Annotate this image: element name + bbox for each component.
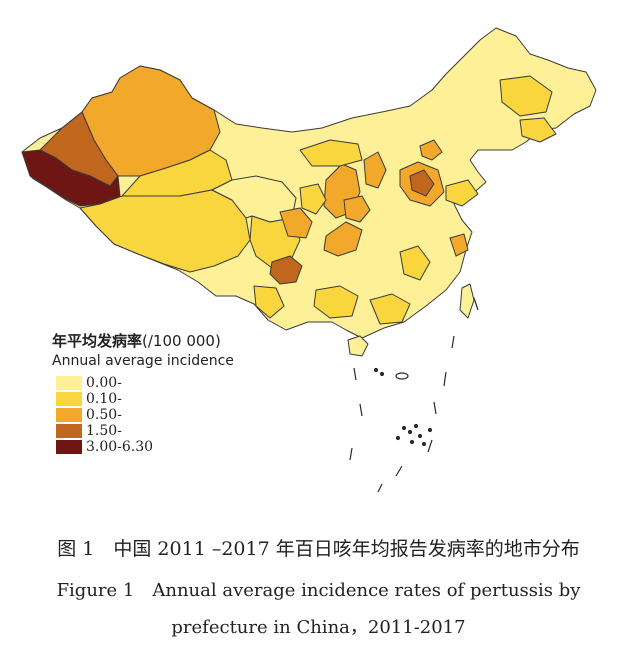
island-dash-8	[349, 447, 353, 461]
legend-swatch	[56, 408, 82, 422]
island-dot-6	[417, 433, 423, 439]
region-tibet	[79, 189, 251, 273]
legend-label: 0.10-	[86, 391, 122, 407]
region-zhejiang	[449, 233, 469, 257]
taiwan-island	[459, 283, 475, 319]
region-jilin	[519, 117, 557, 143]
legend-title-cn-text: 年平均发病率	[52, 332, 143, 350]
island-dash-4	[433, 401, 437, 415]
figure-caption-cn: 图 1 中国 2011 –2017 年百日咳年均报告发病率的地市分布	[57, 538, 580, 560]
island-dot-2	[379, 371, 385, 377]
region-sichuan-east	[279, 207, 313, 239]
legend-swatch	[56, 440, 82, 454]
region-guangxi	[313, 285, 359, 319]
choropleth-map	[21, 27, 597, 493]
figure-caption-en-2: prefecture in China，2011-2017	[171, 617, 466, 638]
map-legend: 年平均发病率(/100 000) Annual average incidenc…	[52, 330, 234, 455]
island-dot-8	[421, 441, 427, 447]
legend-title-cn: 年平均发病率(/100 000)	[52, 330, 234, 351]
legend-title-en: Annual average incidence	[52, 353, 234, 369]
island-dash-5	[427, 439, 433, 453]
region-shaanxi	[363, 151, 387, 189]
legend-label: 0.50-	[86, 407, 122, 423]
legend-swatch	[56, 392, 82, 406]
legend-label: 0.00-	[86, 375, 122, 391]
region-beijing-tianjin	[409, 169, 435, 197]
island-dot-4	[407, 429, 413, 435]
legend-list: 0.00- 0.10- 0.50- 1.50- 3.00-6.30	[56, 375, 234, 455]
island-dash-2	[451, 335, 455, 349]
island-dash-10	[353, 367, 357, 381]
island-dash-1	[473, 297, 479, 311]
region-heilongjiang	[499, 75, 553, 117]
legend-swatch	[56, 376, 82, 390]
region-yunnan-hotspot	[269, 255, 303, 285]
hainan-island	[347, 335, 369, 357]
legend-item: 0.00-	[56, 375, 234, 391]
island-dash-9	[359, 403, 363, 417]
region-jiangxi	[399, 245, 431, 281]
region-henan-orange	[343, 195, 371, 223]
region-chongqing	[323, 221, 363, 257]
region-shandong	[445, 179, 479, 207]
island-oval	[395, 372, 409, 380]
legend-swatch	[56, 424, 82, 438]
region-xinjiang-southwest	[21, 149, 121, 207]
island-dash-7	[377, 483, 383, 493]
region-inner-mongolia	[299, 139, 363, 167]
island-dot-10	[427, 427, 433, 433]
region-ningxia	[299, 183, 327, 215]
legend-item: 1.50-	[56, 423, 234, 439]
island-dot-9	[395, 435, 401, 441]
legend-item: 0.10-	[56, 391, 234, 407]
region-yunnan-south	[253, 285, 285, 319]
legend-item: 0.50-	[56, 407, 234, 423]
legend-item: 3.00-6.30	[56, 439, 234, 455]
legend-label: 1.50-	[86, 423, 122, 439]
island-dot-1	[373, 367, 379, 373]
island-dot-3	[401, 425, 407, 431]
region-guangdong	[369, 293, 411, 325]
island-dot-5	[413, 423, 419, 429]
island-dash-3	[443, 371, 447, 387]
legend-title-unit: (/100 000)	[142, 332, 221, 350]
legend-label: 3.00-6.30	[86, 439, 154, 455]
region-liaoning-west	[419, 139, 443, 161]
figure-caption-en-1: Figure 1 Annual average incidence rates …	[56, 580, 581, 601]
island-dot-7	[409, 439, 415, 445]
island-dash-6	[395, 465, 403, 477]
